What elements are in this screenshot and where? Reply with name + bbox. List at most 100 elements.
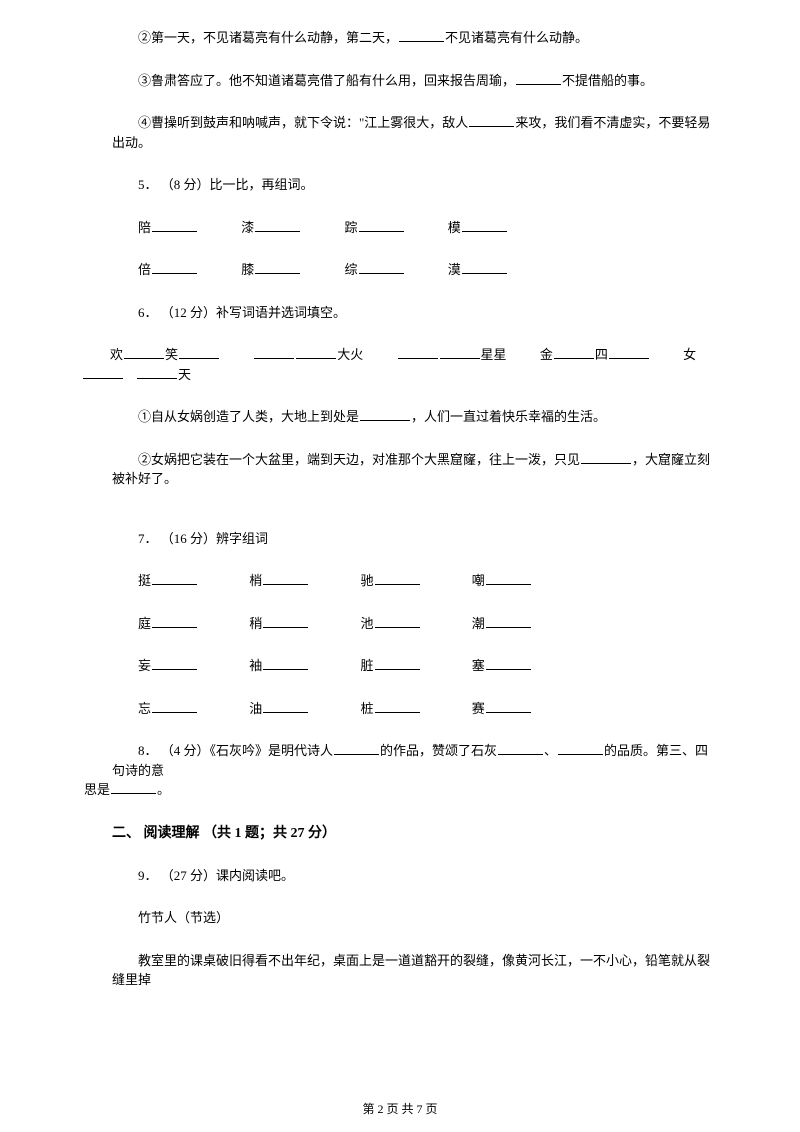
char: 陪 (138, 220, 151, 235)
question-6-s1: ①自从女娲创造了人类，大地上到处是，人们一直过着快乐幸福的生活。 (112, 407, 715, 427)
text: 第 2 页 共 7 页 (362, 1102, 437, 1116)
page-footer: 第 2 页 共 7 页 (0, 1100, 800, 1118)
text: ④曹操听到鼓声和呐喊声，就下令说："江上雾很大，敌人 (138, 115, 468, 130)
question-5-row1: 陪 漆 踪 模 (112, 218, 715, 238)
section-2-title: 二、 阅读理解 （共 1 题；共 27 分） (112, 823, 715, 844)
blank[interactable] (263, 657, 308, 670)
blank[interactable] (152, 700, 197, 713)
blank[interactable] (486, 700, 531, 713)
blank[interactable] (255, 219, 300, 232)
question-7-row4: 忘 油 桩 赛 (112, 699, 715, 719)
question-5-row2: 倍 膝 综 漠 (112, 260, 715, 280)
char: 金 (540, 347, 553, 362)
text: 教室里的课桌破旧得看不出年纪，桌面上是一道道豁开的裂缝，像黄河长江，一不小心，铅… (112, 953, 710, 988)
blank[interactable] (111, 781, 156, 794)
text: 8． （4 分）《石灰吟》是明代诗人 (138, 743, 333, 758)
text: 9． （27 分）课内阅读吧。 (138, 868, 294, 883)
blank[interactable] (83, 366, 123, 379)
blank[interactable] (554, 346, 594, 359)
text: 不提借船的事。 (562, 73, 653, 88)
blank[interactable] (609, 346, 649, 359)
blank[interactable] (263, 615, 308, 628)
char: 漆 (241, 220, 254, 235)
char: 潮 (472, 616, 485, 631)
blank[interactable] (516, 72, 561, 85)
char: 池 (361, 616, 374, 631)
char: 油 (249, 701, 262, 716)
blank[interactable] (462, 219, 507, 232)
char: 嘲 (472, 573, 485, 588)
blank[interactable] (179, 346, 219, 359)
blank[interactable] (462, 261, 507, 274)
question-6-head: 6． （12 分）补写词语并选词填空。 (112, 303, 715, 323)
char: 梢 (249, 573, 262, 588)
char: 驰 (361, 573, 374, 588)
text: 5． （8 分）比一比，再组词。 (138, 177, 314, 192)
blank[interactable] (255, 261, 300, 274)
question-8: 8． （4 分）《石灰吟》是明代诗人的作品，赞颂了石灰、的品质。第三、四句诗的意… (112, 741, 715, 800)
question-5-head: 5． （8 分）比一比，再组词。 (112, 175, 715, 195)
text: 二、 阅读理解 （共 1 题；共 27 分） (112, 826, 336, 841)
blank[interactable] (375, 700, 420, 713)
blank[interactable] (152, 615, 197, 628)
blank[interactable] (152, 219, 197, 232)
blank[interactable] (398, 346, 438, 359)
blank[interactable] (440, 346, 480, 359)
char: 四 (595, 347, 608, 362)
question-7-row3: 妄 袖 脏 塞 (112, 656, 715, 676)
char: 综 (345, 262, 358, 277)
char: 膝 (241, 262, 254, 277)
blank[interactable] (137, 366, 177, 379)
question-7-head: 7． （16 分）辨字组词 (112, 529, 715, 549)
question-9-para: 教室里的课桌破旧得看不出年纪，桌面上是一道道豁开的裂缝，像黄河长江，一不小心，铅… (112, 951, 715, 990)
char: 挺 (138, 573, 151, 588)
char: 女 (683, 347, 696, 362)
blank[interactable] (360, 408, 410, 421)
blank[interactable] (375, 657, 420, 670)
char: 星星 (481, 347, 507, 362)
blank[interactable] (399, 29, 444, 42)
blank[interactable] (263, 700, 308, 713)
blank[interactable] (152, 261, 197, 274)
char: 大火 (337, 347, 363, 362)
blank[interactable] (498, 742, 543, 755)
blank[interactable] (359, 219, 404, 232)
text: 竹节人（节选） (138, 910, 229, 925)
text: 6． （12 分）补写词语并选词填空。 (138, 305, 346, 320)
blank[interactable] (263, 572, 308, 585)
blank[interactable] (124, 346, 164, 359)
blank[interactable] (152, 572, 197, 585)
blank[interactable] (334, 742, 379, 755)
text: 的作品，赞颂了石灰 (380, 743, 497, 758)
char: 庭 (138, 616, 151, 631)
blank[interactable] (375, 572, 420, 585)
blank[interactable] (581, 451, 631, 464)
char: 桩 (361, 701, 374, 716)
blank[interactable] (486, 572, 531, 585)
char: 妄 (138, 658, 151, 673)
question-a4: ④曹操听到鼓声和呐喊声，就下令说："江上雾很大，敌人来攻，我们看不清虚实，不要轻… (112, 113, 715, 152)
text: ③鲁肃答应了。他不知道诸葛亮借了船有什么用，回来报告周瑜， (138, 73, 515, 88)
text: 7． （16 分）辨字组词 (138, 531, 268, 546)
char: 漠 (448, 262, 461, 277)
text: 思是 (84, 782, 110, 797)
blank[interactable] (486, 657, 531, 670)
char: 踪 (345, 220, 358, 235)
question-a2: ②第一天，不见诸葛亮有什么动静，第二天，不见诸葛亮有什么动静。 (112, 28, 715, 48)
blank[interactable] (558, 742, 603, 755)
text: ，人们一直过着快乐幸福的生活。 (411, 409, 606, 424)
blank[interactable] (375, 615, 420, 628)
question-9-head: 9． （27 分）课内阅读吧。 (112, 866, 715, 886)
blank[interactable] (486, 615, 531, 628)
text: 、 (544, 743, 557, 758)
char: 天 (178, 367, 191, 382)
blank[interactable] (254, 346, 294, 359)
blank[interactable] (296, 346, 336, 359)
question-6-words: 欢笑 大火 星星 金四 女 天 (84, 345, 715, 384)
blank[interactable] (152, 657, 197, 670)
text: ②第一天，不见诸葛亮有什么动静，第二天， (138, 30, 398, 45)
char: 笑 (165, 347, 178, 362)
blank[interactable] (469, 114, 514, 127)
char: 袖 (249, 658, 262, 673)
blank[interactable] (359, 261, 404, 274)
